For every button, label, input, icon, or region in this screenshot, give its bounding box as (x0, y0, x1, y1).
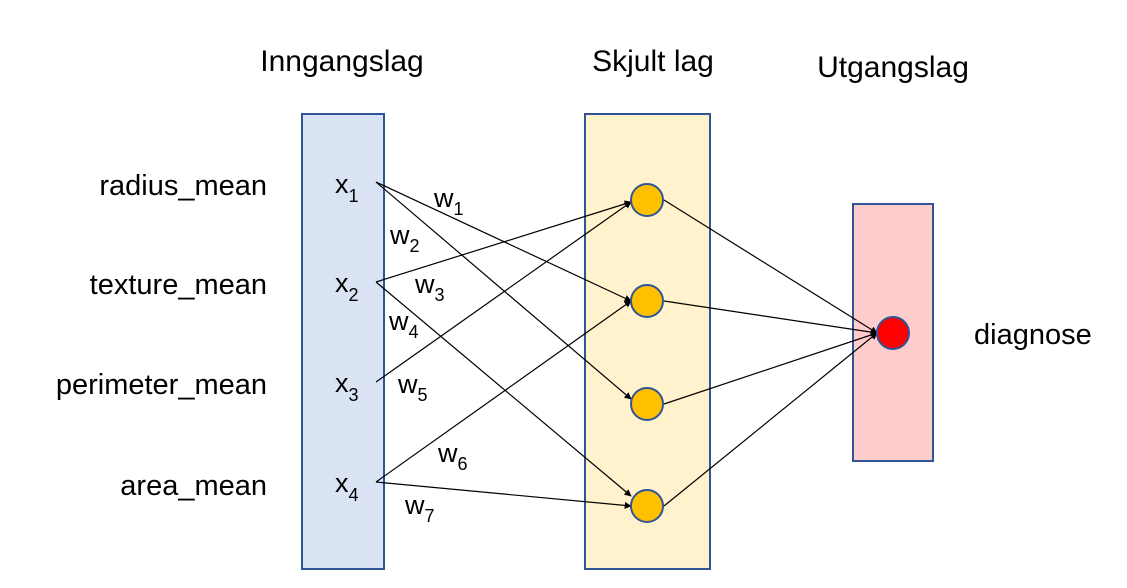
edge-h3-out (663, 331, 878, 405)
weight-label-w1-base: w (433, 183, 454, 213)
input-var-x1-base: x (335, 169, 349, 199)
weight-label-w3: w3 (414, 269, 445, 305)
input-var-x3: x3 (335, 368, 359, 405)
output-node (876, 316, 910, 350)
edge-h4-out (663, 332, 878, 507)
input-var-x3-sub: 3 (349, 385, 359, 405)
input-var-x2-base: x (335, 268, 349, 298)
weight-label-w5-sub: 5 (418, 385, 428, 405)
edge-h2-out (663, 300, 878, 336)
weight-label-w1-sub: 1 (454, 199, 464, 219)
input-var-x1: x1 (335, 169, 359, 206)
weight-label-w6-base: w (437, 438, 458, 468)
weight-label-w4-base: w (388, 306, 409, 336)
input-var-x2: x2 (335, 268, 359, 305)
input-var-x4-base: x (335, 468, 349, 498)
edge-x2-h1 (375, 200, 632, 283)
weight-label-w5: w5 (397, 369, 428, 405)
edge-x2-h4 (375, 281, 632, 497)
hidden-node-1 (630, 183, 664, 217)
input-var-x4: x4 (335, 468, 359, 505)
feature-label-perimeter-mean: perimeter_mean (56, 369, 267, 401)
weight-label-w4: w4 (388, 306, 419, 342)
input-layer-box (301, 113, 385, 570)
edge-x1-h3 (375, 181, 632, 400)
feature-label-radius-mean: radius_mean (99, 170, 267, 202)
edge-x4-h2 (375, 300, 632, 483)
weight-label-w6-sub: 6 (458, 454, 468, 474)
feature-label-texture-mean: texture_mean (90, 269, 267, 301)
weight-label-w7: w7 (404, 490, 435, 526)
hidden-node-4 (630, 489, 664, 523)
weight-label-w1: w1 (433, 183, 464, 219)
edge-x4-h4 (375, 481, 632, 509)
hidden-node-2 (630, 284, 664, 318)
weight-label-w6: w6 (437, 438, 468, 474)
output-layer-title: Utgangslag (817, 51, 969, 84)
output-label-diagnose: diagnose (974, 319, 1092, 351)
hidden-node-3 (630, 387, 664, 421)
weight-label-w5-base: w (397, 369, 418, 399)
weight-label-w3-sub: 3 (435, 285, 445, 305)
hidden-layer-title: Skjult lag (592, 45, 714, 78)
weight-label-w7-base: w (404, 490, 425, 520)
weight-label-w4-sub: 4 (409, 322, 419, 342)
input-var-x1-sub: 1 (349, 186, 359, 206)
weight-label-w2-sub: 2 (410, 236, 420, 256)
weight-label-w7-sub: 7 (425, 506, 435, 526)
input-var-x3-base: x (335, 368, 349, 398)
input-var-x2-sub: 2 (349, 285, 359, 305)
edge-x3-h1 (375, 201, 632, 383)
edge-h1-out (663, 199, 878, 334)
weight-label-w2-base: w (389, 220, 410, 250)
input-var-x4-sub: 4 (349, 485, 359, 505)
feature-label-area-mean: area_mean (120, 470, 267, 502)
weight-label-w3-base: w (414, 269, 435, 299)
input-layer-title: Inngangslag (260, 45, 423, 78)
weight-label-w2: w2 (389, 220, 420, 256)
